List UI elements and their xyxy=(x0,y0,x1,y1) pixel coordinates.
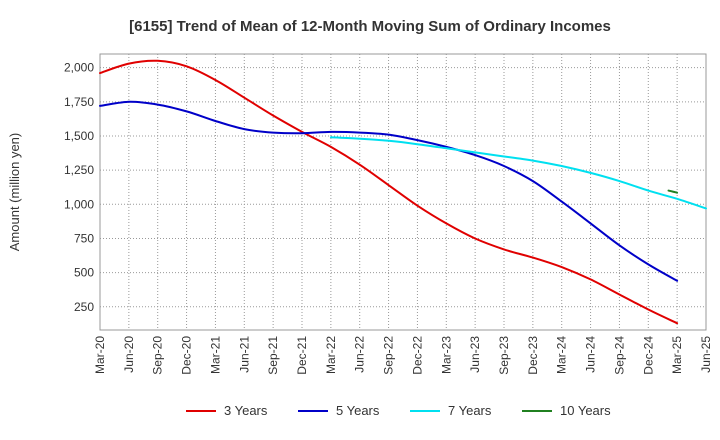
series-line-5-years xyxy=(99,100,679,282)
y-ticks: 250 500 750 1,000 1,250 1,500 1,750 2,000 xyxy=(64,61,94,314)
y-tick-label: 250 xyxy=(74,300,94,314)
x-tick-label: Jun-25 xyxy=(699,336,713,373)
series-line-7-years xyxy=(329,136,707,210)
grid xyxy=(100,54,706,330)
x-tick-label: Sep-21 xyxy=(266,336,280,375)
x-ticks: Mar-20 Jun-20 Sep-20 Dec-20 Mar-21 Jun-21 Sep-… xyxy=(93,336,713,375)
y-tick-label: 2,000 xyxy=(64,61,94,75)
x-tick-label: Mar-24 xyxy=(555,336,569,374)
x-tick-label: Mar-22 xyxy=(324,336,338,374)
x-tick-label: Sep-23 xyxy=(497,336,511,375)
x-tick-label: Mar-25 xyxy=(670,336,684,374)
y-tick-label: 500 xyxy=(74,266,94,280)
series-layer xyxy=(99,59,707,325)
x-tick-label: Jun-23 xyxy=(468,336,482,373)
legend-label-10-years: 10 Years xyxy=(560,403,611,418)
x-tick-label: Jun-22 xyxy=(353,336,367,373)
x-tick-label: Jun-21 xyxy=(237,336,251,373)
x-tick-label: Dec-22 xyxy=(410,336,424,375)
series-line-3-years xyxy=(99,59,679,325)
series-line-10-years xyxy=(667,189,679,194)
y-tick-label: 1,500 xyxy=(64,129,94,143)
y-tick-label: 1,250 xyxy=(64,163,94,177)
x-tick-label: Mar-23 xyxy=(439,336,453,374)
x-tick-label: Sep-24 xyxy=(612,336,626,375)
legend: 3 Years 5 Years 7 Years 10 Years xyxy=(186,403,611,418)
x-tick-label: Mar-20 xyxy=(93,336,107,374)
legend-label-3-years: 3 Years xyxy=(224,403,268,418)
plot-frame xyxy=(99,53,707,331)
y-tick-label: 750 xyxy=(74,231,94,245)
y-axis-label: Amount (million yen) xyxy=(7,133,22,252)
x-tick-label: Sep-20 xyxy=(151,336,165,375)
x-tick-label: Jun-20 xyxy=(122,336,136,373)
x-tick-label: Dec-20 xyxy=(180,336,194,375)
x-tick-label: Sep-22 xyxy=(382,336,396,375)
chart-title: [6155] Trend of Mean of 12-Month Moving … xyxy=(129,18,611,35)
x-tick-label: Dec-24 xyxy=(641,336,655,375)
x-tick-label: Dec-21 xyxy=(295,336,309,375)
x-tick-label: Jun-24 xyxy=(584,336,598,373)
y-tick-label: 1,000 xyxy=(64,197,94,211)
x-tick-label: Dec-23 xyxy=(526,336,540,375)
x-tick-label: Mar-21 xyxy=(208,336,222,374)
legend-label-7-years: 7 Years xyxy=(448,403,492,418)
y-tick-label: 1,750 xyxy=(64,95,94,109)
legend-label-5-years: 5 Years xyxy=(336,403,380,418)
